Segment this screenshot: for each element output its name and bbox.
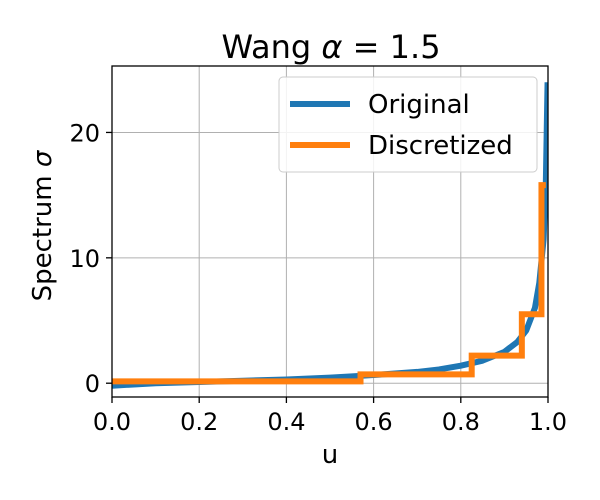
x-tick-label: 0.0 bbox=[93, 408, 131, 436]
x-axis-ticks: 0.0 0.2 0.4 0.6 0.8 1.0 bbox=[93, 397, 567, 436]
y-tick-label: 0 bbox=[85, 370, 100, 398]
y-axis-label: Spectrum σ bbox=[28, 149, 58, 301]
x-tick-label: 0.8 bbox=[442, 408, 480, 436]
chart-title-prefix: Wang bbox=[221, 28, 321, 66]
x-axis-label: u bbox=[322, 440, 338, 470]
legend-label-discretized: Discretized bbox=[368, 131, 513, 161]
x-tick-label: 0.4 bbox=[267, 408, 305, 436]
plot-frame bbox=[111, 65, 549, 398]
y-axis-ticks: 0 10 20 bbox=[69, 119, 112, 398]
chart-title-symbol: α bbox=[321, 28, 342, 66]
legend: Original Discretized bbox=[278, 76, 538, 173]
y-tick-label: 20 bbox=[69, 119, 100, 147]
x-tick-label: 0.2 bbox=[180, 408, 218, 436]
y-axis-label-prefix: Spectrum bbox=[28, 167, 58, 301]
x-tick-label: 0.6 bbox=[355, 408, 393, 436]
series-line-discretized bbox=[112, 182, 546, 385]
series-layer bbox=[112, 82, 548, 389]
chart-title: Wang α = 1.5 bbox=[221, 28, 440, 66]
y-tick-label: 10 bbox=[69, 245, 100, 273]
chart-title-suffix: = 1.5 bbox=[343, 28, 441, 66]
x-tick-label: 1.0 bbox=[529, 408, 567, 436]
y-axis-label-symbol: σ bbox=[28, 149, 58, 167]
legend-box bbox=[278, 76, 538, 173]
legend-label-original: Original bbox=[368, 90, 470, 120]
